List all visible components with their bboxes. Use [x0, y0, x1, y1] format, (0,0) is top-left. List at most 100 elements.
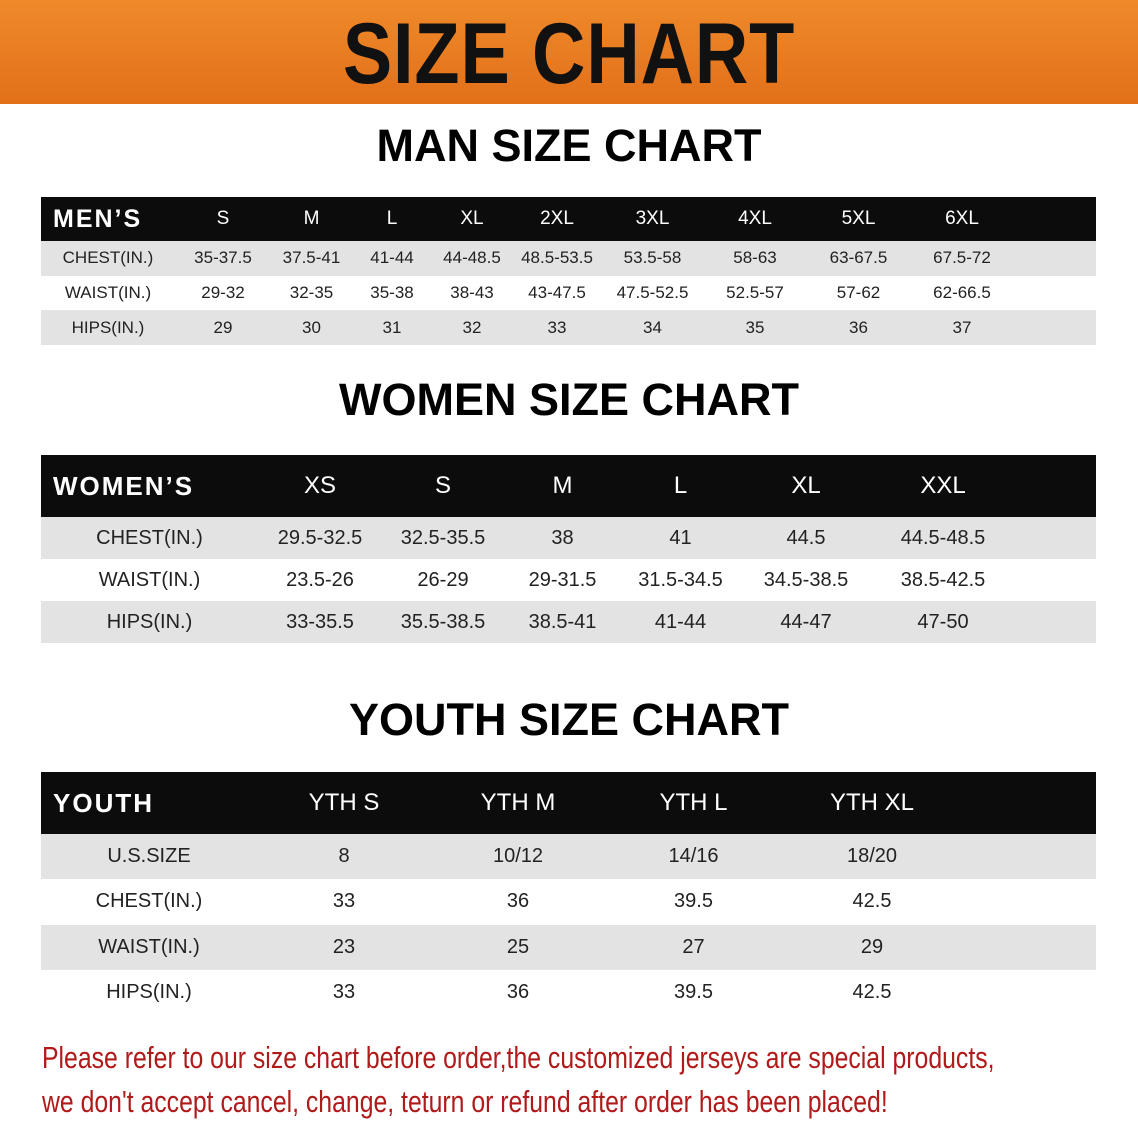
header-row: WOMEN’S XS S M L XL XXL — [41, 455, 1096, 517]
table-cell: 27 — [682, 935, 705, 958]
order-notice-line-2: we don't accept cancel, change, teturn o… — [42, 1084, 888, 1119]
size-header-cell: 5XL — [841, 208, 876, 229]
size-header-cell: S — [216, 208, 230, 229]
table-cell: 38.5-41 — [528, 610, 597, 633]
header-row: YOUTH YTH S YTH M YTH L YTH XL — [41, 772, 1096, 834]
table-cell: 53.5-58 — [623, 248, 682, 268]
table-cell: 33 — [332, 981, 356, 1004]
table-title-cell: YOUTH — [53, 787, 154, 818]
size-header-cell: 4XL — [738, 208, 772, 229]
table-cell: 43-47.5 — [528, 283, 586, 303]
table-cell: 47.5-52.5 — [616, 283, 689, 303]
header-row: MEN’S S M L XL 2XL 3XL 4XL 5XL 6XL — [41, 197, 1096, 241]
size-header-cell: S — [434, 472, 451, 499]
table-row: U.S.SIZE 8 10/12 14/16 18/20 — [41, 834, 1096, 880]
women-section-title: WOMEN SIZE CHART — [339, 374, 799, 425]
size-header-cell: YTH S — [308, 789, 380, 816]
table-cell: 32 — [462, 317, 482, 337]
size-header-cell: 3XL — [635, 208, 670, 229]
banner-title: SIZE CHART — [342, 6, 796, 102]
table-cell: 31 — [382, 317, 402, 337]
youth-section-title: YOUTH SIZE CHART — [348, 694, 789, 745]
table-cell: 34 — [643, 317, 662, 337]
size-header-cell: XS — [303, 472, 336, 499]
table-cell: 33-35.5 — [286, 610, 354, 633]
table-cell: 36 — [849, 317, 868, 337]
table-cell: 31.5-34.5 — [638, 568, 723, 591]
measurement-label: WAIST(IN.) — [98, 935, 200, 958]
table-cell: 44-47 — [780, 610, 832, 633]
table-cell: 30 — [302, 317, 321, 337]
measurement-label: WAIST(IN.) — [64, 283, 152, 303]
table-cell: 29 — [213, 317, 233, 337]
table-row: CHEST(IN.) 29.5-32.5 32.5-35.5 38 41 44.5 44.5… — [41, 517, 1096, 559]
table-cell: 38.5-42.5 — [900, 568, 986, 591]
order-notice: Please refer to our size chart before or… — [42, 1036, 995, 1124]
table-cell: 8 — [338, 845, 350, 868]
table-title-cell: MEN’S — [53, 204, 143, 233]
table-cell: 35-37.5 — [194, 248, 252, 268]
table-cell: 41-44 — [370, 248, 414, 268]
size-header-cell: YTH M — [480, 789, 556, 816]
table-row: HIPS(IN.) 33 36 39.5 42.5 — [41, 969, 1096, 1016]
table-cell: 35 — [745, 317, 765, 337]
table-cell: 42.5 — [852, 981, 892, 1004]
size-header-cell: YTH XL — [829, 789, 915, 816]
table-cell: 32-35 — [289, 283, 334, 303]
size-header-cell: 6XL — [945, 208, 979, 229]
table-cell: 29-31.5 — [528, 568, 597, 591]
table-cell: 25 — [506, 935, 530, 958]
measurement-label: HIPS(IN.) — [106, 981, 192, 1004]
table-cell: 10/12 — [492, 845, 544, 868]
table-cell: 44.5 — [786, 526, 826, 549]
table-cell: 34.5-38.5 — [763, 568, 849, 591]
table-row: HIPS(IN.) 29 30 31 32 33 34 35 36 37 — [41, 310, 1096, 346]
men-size-table: MEN’S S M L XL 2XL 3XL 4XL 5XL 6XL CHEST(IN.) 35-37… — [41, 197, 1096, 346]
table-cell: 18/20 — [846, 845, 898, 868]
measurement-label: CHEST(IN.) — [95, 890, 203, 913]
size-header-cell: 2XL — [540, 208, 574, 229]
table-cell: 39.5 — [674, 981, 713, 1004]
table-cell: 39.5 — [674, 890, 713, 913]
size-header-cell: XL — [791, 472, 821, 499]
table-cell: 37.5-41 — [282, 248, 341, 268]
measurement-label: WAIST(IN.) — [98, 568, 201, 591]
table-cell: 29.5-32.5 — [277, 526, 363, 549]
table-cell: 52.5-57 — [726, 283, 784, 303]
women-size-table: WOMEN’S XS S M L XL XXL CHEST(IN.) 29.5-32.5 32.5… — [41, 455, 1096, 643]
size-header-cell: M — [552, 472, 573, 499]
table-row: HIPS(IN.) 33-35.5 35.5-38.5 38.5-41 41-44 44-… — [41, 601, 1096, 643]
youth-size-table: YOUTH YTH S YTH M YTH L YTH XL U.S.SIZE 8 10/12… — [41, 772, 1096, 1016]
table-cell: 57-62 — [836, 283, 881, 303]
table-row: WAIST(IN.) 23.5-26 26-29 29-31.5 31.5-34.5 34… — [41, 559, 1096, 601]
men-section-title: MAN SIZE CHART — [376, 120, 762, 171]
table-cell: 29 — [860, 935, 884, 958]
size-header-cell: XXL — [920, 472, 966, 499]
table-cell: 37 — [952, 317, 972, 337]
measurement-label: HIPS(IN.) — [106, 610, 193, 633]
table-cell: 35-38 — [370, 283, 414, 303]
table-cell: 35.5-38.5 — [400, 610, 486, 633]
table-cell: 38 — [551, 526, 574, 549]
table-cell: 26-29 — [417, 568, 469, 591]
measurement-label: U.S.SIZE — [107, 845, 191, 868]
table-cell: 44.5-48.5 — [900, 526, 986, 549]
table-cell: 33 — [332, 890, 356, 913]
table-cell: 23.5-26 — [286, 568, 354, 591]
table-cell: 44-48.5 — [443, 248, 501, 268]
table-title-cell: WOMEN’S — [53, 470, 195, 501]
table-cell: 14/16 — [668, 845, 719, 868]
table-cell: 32.5-35.5 — [400, 526, 486, 549]
measurement-label: CHEST(IN.) — [62, 248, 154, 268]
table-cell: 42.5 — [852, 890, 892, 913]
table-cell: 33 — [547, 317, 567, 337]
table-row: WAIST(IN.) 23 25 27 29 — [41, 924, 1096, 970]
table-cell: 36 — [506, 981, 530, 1004]
table-cell: 58-63 — [733, 248, 777, 268]
table-cell: 67.5-72 — [933, 248, 991, 268]
table-row: CHEST(IN.) 33 36 39.5 42.5 — [41, 879, 1096, 925]
order-notice-line-1: Please refer to our size chart before or… — [42, 1040, 995, 1075]
table-cell: 38-43 — [450, 283, 494, 303]
size-header-cell: L — [386, 208, 398, 229]
table-cell: 23 — [332, 935, 356, 958]
